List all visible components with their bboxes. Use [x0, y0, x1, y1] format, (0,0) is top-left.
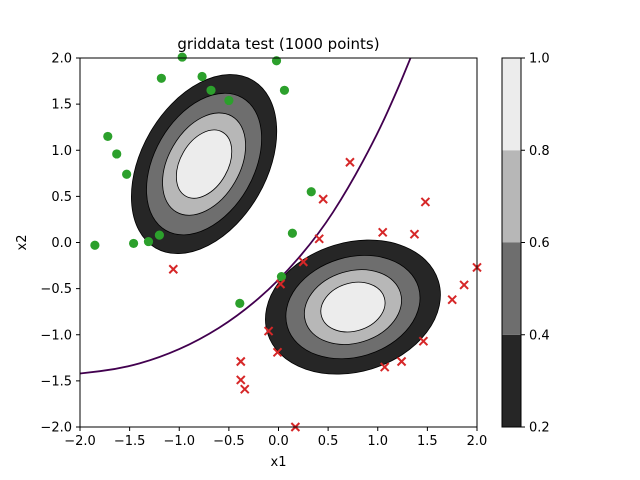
point-x-7 — [275, 279, 286, 289]
x-mark-stroke — [345, 157, 355, 167]
x-tick-label: 1.0 — [367, 434, 388, 449]
x-tick-label: 0.0 — [268, 434, 289, 449]
colorbar: 0.2 0.4 0.6 0.8 1.0 — [501, 52, 550, 436]
x-axis-label: x1 — [271, 455, 287, 470]
y-tick-label: −0.5 — [40, 282, 72, 297]
x-mark-stroke — [263, 326, 274, 336]
point-x-19 — [447, 294, 457, 305]
point-x-18 — [420, 197, 431, 207]
colorbar-tick-label: 0.8 — [529, 144, 550, 159]
colorbar-tick-label: 1.0 — [529, 52, 550, 67]
y-tick-label: 1.5 — [51, 98, 72, 113]
point-circle-17 — [306, 187, 316, 197]
y-tick-label: 0.5 — [51, 190, 72, 205]
point-x-4 — [240, 384, 250, 394]
point-circle-2 — [103, 131, 113, 142]
point-circle-4 — [122, 169, 132, 179]
colorbar-tick-label: 0.4 — [529, 328, 550, 343]
x-mark-stroke — [168, 264, 179, 274]
y-tick-label: 1.0 — [51, 144, 72, 159]
point-circle-11 — [206, 85, 216, 95]
x-mark-stroke — [459, 280, 469, 290]
point-circle-5 — [128, 238, 139, 249]
x-mark-stroke — [447, 294, 457, 305]
x-tick-label: −0.5 — [213, 434, 245, 449]
x-tick-label: 2.0 — [467, 434, 488, 449]
point-x-3 — [236, 375, 246, 385]
point-circle-15 — [279, 85, 290, 95]
x-axis: −2.0 −1.5 −1.0 −0.5 0.0 0.5 1.0 1.5 2.0 — [64, 427, 487, 449]
point-x-10 — [314, 234, 324, 244]
point-x-2 — [236, 356, 246, 367]
point-x-11 — [318, 194, 328, 204]
contour-2-level-4 — [320, 281, 386, 333]
x-mark-stroke — [379, 362, 390, 372]
point-circle-10 — [197, 71, 207, 82]
chart-title: griddata test (1000 points) — [177, 35, 379, 53]
x-mark-stroke — [236, 356, 246, 367]
plot-background — [80, 58, 477, 427]
y-tick-label: 2.0 — [51, 52, 72, 67]
x-tick-label: −2.0 — [64, 434, 96, 449]
point-circle-3 — [112, 149, 122, 159]
point-circle-16 — [287, 228, 297, 238]
point-x-5 — [263, 326, 274, 336]
point-x-6 — [272, 347, 283, 357]
x-mark-stroke — [314, 234, 324, 244]
x-mark-stroke — [396, 356, 407, 367]
point-x-17 — [418, 336, 429, 346]
colorbar-bands — [502, 58, 521, 427]
y-tick-label: 0.0 — [51, 236, 72, 251]
point-x-14 — [379, 362, 390, 372]
point-circle-1 — [90, 240, 100, 250]
points-layer — [90, 52, 482, 432]
point-circle-8 — [156, 73, 166, 83]
point-x-20 — [459, 280, 469, 290]
contour-1-level-4 — [175, 129, 233, 199]
point-circle-12 — [224, 95, 234, 106]
point-x-16 — [409, 229, 420, 239]
x-mark-stroke — [275, 279, 286, 289]
x-mark-stroke — [298, 257, 309, 267]
point-x-1 — [168, 264, 179, 274]
x-tick-label: −1.5 — [114, 434, 146, 449]
contour-layer — [131, 74, 441, 375]
x-tick-label: 0.5 — [318, 434, 339, 449]
colorbar-band-1 — [502, 334, 521, 427]
point-circle-6 — [143, 236, 154, 247]
y-tick-label: −1.5 — [40, 374, 72, 389]
point-circle-7 — [154, 230, 164, 240]
colorbar-tick-label: 0.2 — [529, 421, 550, 436]
point-x-12 — [345, 157, 355, 167]
y-tick-label: −2.0 — [40, 421, 72, 436]
x-tick-label: −1.0 — [163, 434, 195, 449]
x-mark-stroke — [418, 336, 429, 346]
point-circle-13 — [235, 298, 245, 308]
y-axis: −2.0 −1.5 −1.0 −0.5 0.0 0.5 1.0 1.5 2.0 — [40, 52, 80, 436]
x-mark-stroke — [378, 227, 388, 238]
x-tick-label: 1.5 — [417, 434, 438, 449]
x-mark-stroke — [236, 375, 246, 385]
colorbar-band-3 — [502, 150, 521, 243]
colorbar-tick-label: 0.6 — [529, 236, 550, 251]
colorbar-band-2 — [502, 242, 521, 335]
point-circle-18 — [276, 272, 287, 282]
plot-area — [79, 52, 482, 432]
point-x-15 — [396, 356, 407, 367]
point-x-13 — [378, 227, 388, 238]
y-tick-label: −1.0 — [40, 328, 72, 343]
point-x-9 — [298, 257, 309, 267]
colorbar-band-4 — [502, 58, 521, 151]
x-mark-stroke — [420, 197, 431, 207]
x-mark-stroke — [409, 229, 420, 239]
x-mark-stroke — [272, 347, 283, 357]
colorbar-ticks: 0.2 0.4 0.6 0.8 1.0 — [521, 52, 550, 436]
y-axis-label: x2 — [15, 235, 30, 251]
x-mark-stroke — [240, 384, 250, 394]
x-mark-stroke — [318, 194, 328, 204]
point-circle-9 — [177, 52, 187, 62]
